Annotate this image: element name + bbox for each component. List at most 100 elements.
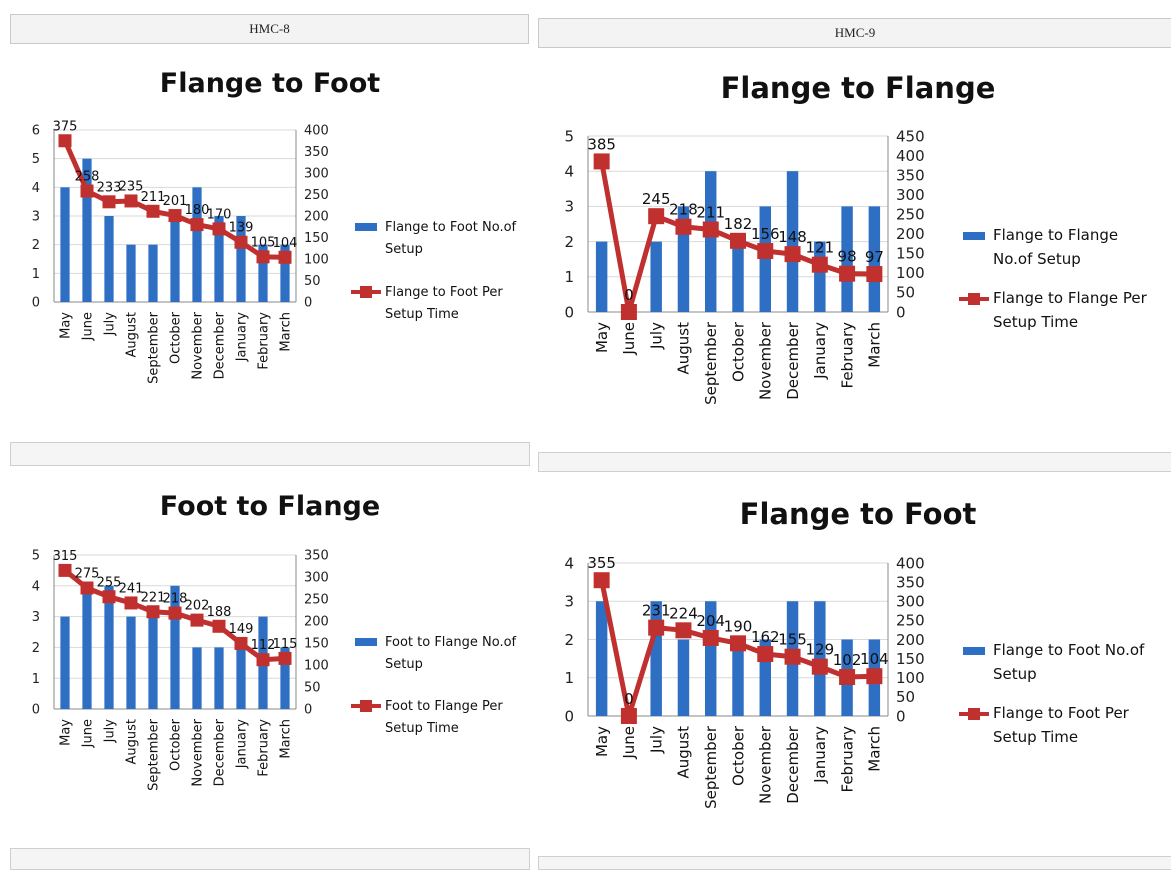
data-label: 258 bbox=[75, 170, 100, 185]
chart-flange-to-flange-hmc9: Flange to Flange012345050100150200250300… bbox=[564, 71, 1147, 405]
line-marker bbox=[58, 563, 72, 577]
bar bbox=[595, 241, 608, 312]
y-right-tick-label: 250 bbox=[304, 188, 329, 203]
x-category-label: January bbox=[811, 726, 829, 784]
data-label: 102 bbox=[833, 651, 862, 669]
x-category-label: August bbox=[675, 322, 693, 375]
legend-label: Flange to Flange bbox=[993, 226, 1118, 244]
line-marker bbox=[593, 572, 610, 589]
legend-label: Setup bbox=[385, 657, 423, 672]
chart-panel-hmc9-flange-to-flange: Flange to Flange 0 1 2 3 4 5 0 50 100 150 200 250 300… bbox=[538, 48, 1170, 450]
y-left-tick-label: 5 bbox=[564, 127, 574, 145]
data-label: 156 bbox=[751, 225, 780, 243]
data-label: 315 bbox=[53, 549, 78, 564]
bar bbox=[705, 171, 717, 312]
x-category-label: March bbox=[279, 719, 294, 759]
data-label: 148 bbox=[778, 228, 807, 246]
line-marker bbox=[146, 605, 160, 619]
y-right-tick-label: 400 bbox=[304, 124, 329, 139]
line-marker bbox=[620, 708, 637, 724]
data-label: 97 bbox=[865, 248, 884, 266]
line-marker bbox=[811, 256, 828, 273]
y-right-tick-label: 100 bbox=[896, 669, 925, 687]
data-label: 188 bbox=[207, 605, 232, 620]
data-label: 139 bbox=[229, 221, 254, 236]
line-marker bbox=[278, 250, 292, 264]
legend-bar-swatch bbox=[963, 647, 985, 655]
x-category-label: August bbox=[125, 312, 140, 358]
y-right-tick-label: 250 bbox=[896, 205, 925, 223]
x-category-label: June bbox=[81, 312, 96, 341]
y-left-tick-label: 5 bbox=[32, 549, 40, 564]
chart-title: Flange to Flange bbox=[721, 71, 996, 105]
legend-line-marker bbox=[360, 700, 372, 712]
x-category-label: June bbox=[81, 719, 96, 748]
x-category-label: September bbox=[702, 321, 720, 405]
y-right-tick-label: 50 bbox=[896, 688, 915, 706]
bar bbox=[60, 616, 70, 709]
data-label: 231 bbox=[642, 602, 671, 620]
bar bbox=[148, 616, 158, 709]
y-right-tick-label: 0 bbox=[896, 707, 906, 725]
bar bbox=[814, 601, 826, 716]
legend-label: Flange to Foot Per bbox=[993, 704, 1130, 722]
line-marker bbox=[168, 209, 182, 223]
line-marker bbox=[102, 195, 116, 209]
legend-label: Setup bbox=[993, 665, 1037, 683]
line-marker bbox=[124, 596, 138, 610]
x-category-label: October bbox=[169, 718, 184, 771]
bar bbox=[170, 585, 180, 709]
data-label: 245 bbox=[642, 190, 671, 208]
data-label: 201 bbox=[163, 194, 188, 209]
chart-panel-hmc8-flange-to-foot: Flange to Foot 0 1 2 3 4 5 6 0 50 100 150 200 250 300 3… bbox=[10, 44, 528, 440]
y-left-tick-label: 5 bbox=[32, 152, 40, 167]
data-label: 182 bbox=[724, 215, 753, 233]
bar bbox=[214, 647, 224, 709]
data-label: 218 bbox=[163, 592, 188, 607]
line-marker bbox=[784, 648, 801, 665]
x-category-label: May bbox=[59, 312, 74, 339]
y-left-tick-label: 3 bbox=[32, 610, 40, 625]
legend-bar-swatch bbox=[355, 638, 377, 646]
data-label: 129 bbox=[805, 641, 834, 659]
y-right-tick-label: 250 bbox=[896, 612, 925, 630]
line-marker bbox=[80, 581, 94, 595]
data-label: 104 bbox=[860, 650, 889, 668]
legend-label: Flange to Foot Per bbox=[385, 285, 503, 300]
x-category-label: September bbox=[147, 311, 162, 384]
line-marker bbox=[702, 221, 719, 238]
y-right-tick-label: 350 bbox=[896, 166, 925, 184]
x-category-label: November bbox=[191, 718, 206, 786]
y-left-tick-label: 1 bbox=[564, 268, 574, 286]
x-category-label: August bbox=[125, 719, 140, 765]
bar bbox=[60, 187, 70, 302]
y-right-tick-label: 100 bbox=[304, 253, 329, 268]
line-marker bbox=[168, 606, 182, 620]
data-label: 112 bbox=[251, 638, 276, 653]
y-right-tick-label: 200 bbox=[304, 615, 329, 630]
y-left-tick-label: 1 bbox=[32, 672, 40, 687]
sheet-title: HMC-8 bbox=[249, 21, 290, 36]
chart-panel-hmc9-flange-to-foot: Flange to Foot 0 1 2 3 4 0 50 100 150 200 250 300 350… bbox=[538, 472, 1170, 854]
legend-label: Setup Time bbox=[385, 307, 459, 322]
bar bbox=[192, 647, 202, 709]
legend-label: Flange to Foot No.of bbox=[385, 220, 517, 235]
y-left-tick-label: 3 bbox=[32, 210, 40, 225]
y-right-tick-label: 150 bbox=[304, 637, 329, 652]
y-right-tick-label: 100 bbox=[304, 659, 329, 674]
y-right-tick-label: 450 bbox=[896, 127, 925, 145]
x-category-label: December bbox=[213, 311, 228, 379]
sheet-row-strip bbox=[538, 452, 1171, 472]
y-left-tick-label: 2 bbox=[564, 233, 574, 251]
line-marker bbox=[675, 218, 692, 235]
chart-title: Flange to Foot bbox=[160, 68, 380, 99]
bar bbox=[258, 244, 268, 302]
line-marker bbox=[256, 653, 270, 667]
y-right-tick-label: 350 bbox=[304, 549, 329, 564]
bar bbox=[814, 241, 826, 312]
bar bbox=[732, 241, 744, 312]
bar bbox=[732, 639, 744, 716]
bar bbox=[677, 206, 690, 312]
x-category-label: July bbox=[103, 719, 118, 744]
x-category-label: November bbox=[191, 311, 206, 379]
